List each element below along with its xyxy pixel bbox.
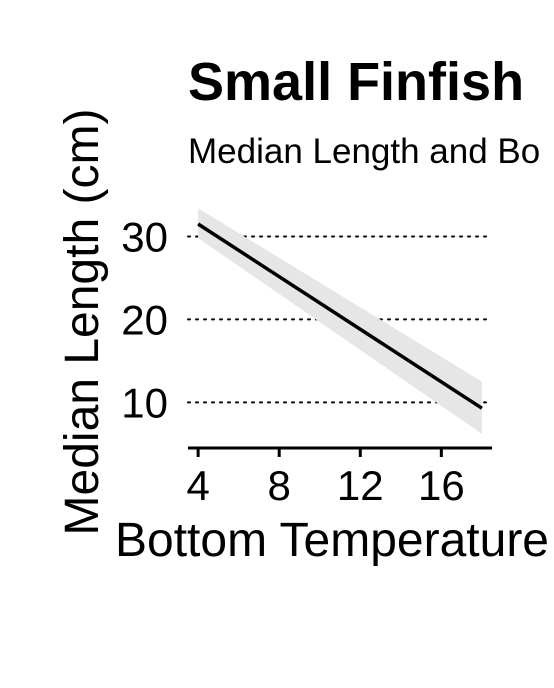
x-tick-label-8: 8 bbox=[268, 462, 291, 509]
x-axis: 4 8 12 16 bbox=[186, 446, 492, 509]
y-tick-label-20: 20 bbox=[121, 296, 168, 343]
x-tick-label-16: 16 bbox=[418, 462, 465, 509]
chart-title: Small Finfish bbox=[188, 52, 524, 112]
trend-line-group bbox=[197, 222, 483, 410]
x-axis-title: Bottom Temperature bbox=[115, 514, 549, 567]
trend-line-0 bbox=[197, 222, 483, 410]
y-axis-labels: 10 20 30 bbox=[121, 213, 168, 426]
x-tick-label-12: 12 bbox=[337, 462, 384, 509]
y-axis-title: Median Length (cm) bbox=[56, 109, 109, 536]
chart-subtitle: Median Length and Bo bbox=[188, 132, 540, 171]
x-tick-label-4: 4 bbox=[186, 462, 209, 509]
confidence-band-group bbox=[198, 208, 482, 434]
y-tick-label-30: 30 bbox=[121, 213, 168, 260]
y-tick-label-10: 10 bbox=[121, 379, 168, 426]
confidence-band-0 bbox=[198, 208, 482, 434]
